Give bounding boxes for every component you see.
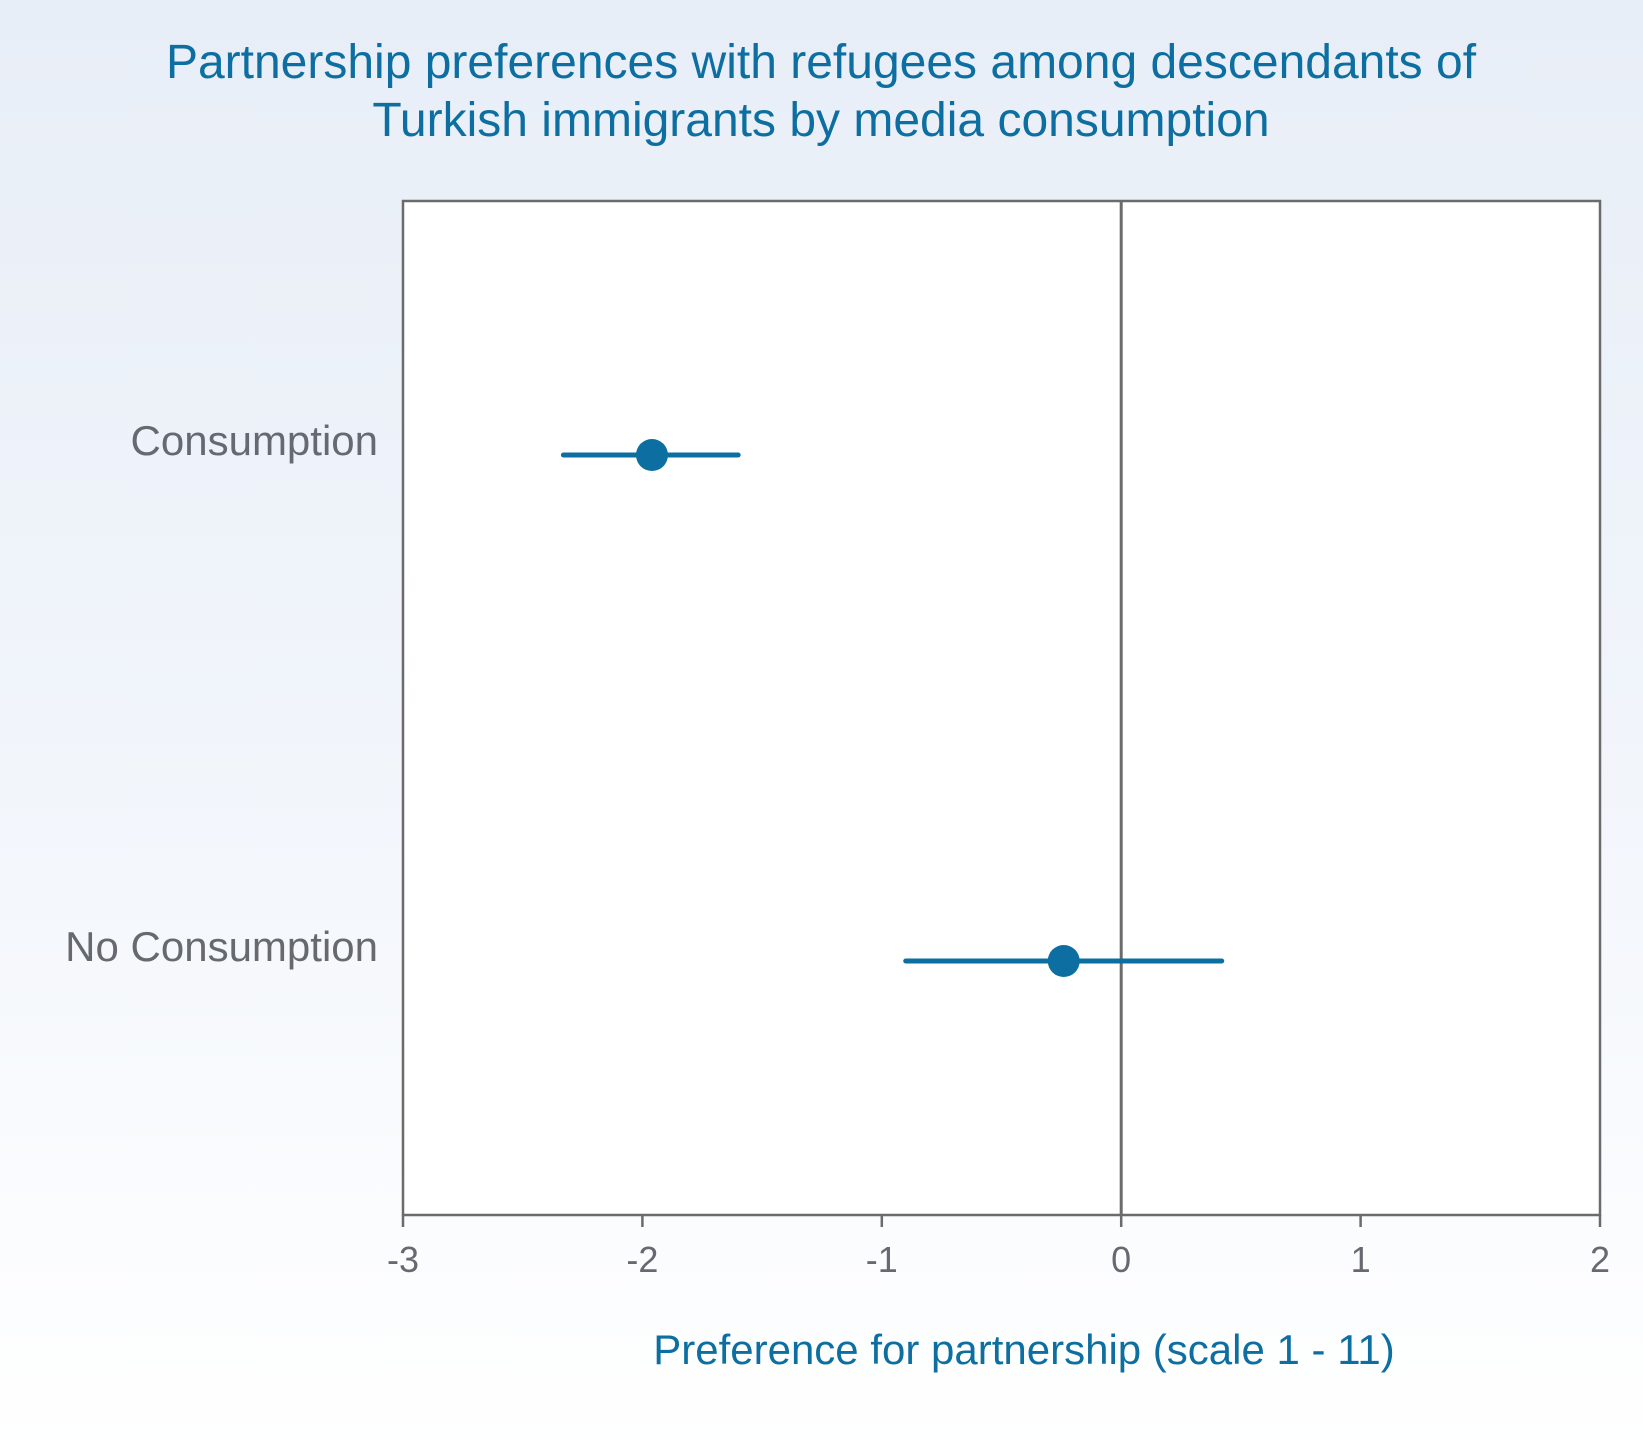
category-label: Consumption — [131, 417, 378, 464]
chart-title-line-2: Turkish immigrants by media consumption — [372, 94, 1269, 147]
chart-title-line-1: Partnership preferences with refugees am… — [166, 36, 1477, 89]
x-tick-label: 2 — [1590, 1239, 1610, 1280]
point-estimate — [1047, 945, 1080, 977]
x-tick-label: -2 — [626, 1239, 658, 1280]
x-axis-ticks: -3 -2 -1 0 1 2 — [387, 1215, 1610, 1280]
x-tick-label: -3 — [387, 1239, 419, 1280]
point-estimate — [635, 439, 668, 471]
category-label: No Consumption — [65, 923, 378, 970]
point-estimates — [560, 439, 1225, 977]
x-tick-label: -1 — [866, 1239, 898, 1280]
y-axis-categories: Consumption No Consumption — [65, 417, 378, 970]
x-axis-title: Preference for partnership (scale 1 - 11… — [653, 1326, 1395, 1373]
x-tick-label: 0 — [1111, 1239, 1131, 1280]
plot-area — [401, 199, 1602, 1217]
x-tick-label: 1 — [1351, 1239, 1371, 1280]
